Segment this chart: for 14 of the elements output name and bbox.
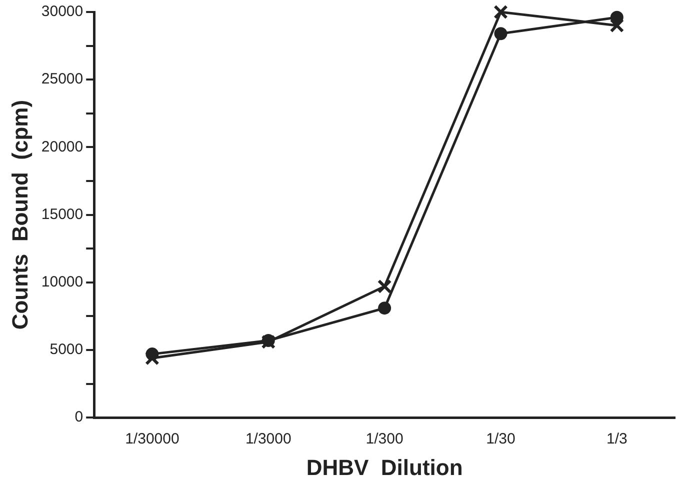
x-tick-label: 1/30000 bbox=[125, 430, 180, 448]
y-tick-label: 30000 bbox=[41, 3, 84, 20]
y-tick-label: 15000 bbox=[41, 206, 84, 223]
y-tick-label: 25000 bbox=[41, 70, 84, 88]
y-axis-title: Counts Bound (cpm) bbox=[7, 100, 32, 330]
y-tick-label: 20000 bbox=[41, 138, 84, 156]
y-tick-label: 10000 bbox=[41, 274, 84, 291]
x-axis-title: DHBV Dilution bbox=[306, 454, 463, 480]
x-tick-label: 1/30 bbox=[486, 430, 516, 448]
x-tick-label: 1/3 bbox=[606, 430, 628, 448]
x-tick-label: 1/3000 bbox=[245, 430, 292, 448]
y-tick-label: 0 bbox=[74, 408, 84, 426]
y-tick-label: 5000 bbox=[50, 341, 84, 358]
x-tick-label: 1/300 bbox=[366, 430, 404, 448]
